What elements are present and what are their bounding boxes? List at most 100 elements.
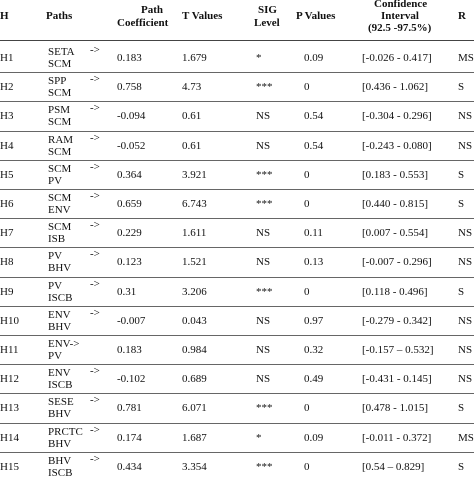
row-divider bbox=[0, 101, 474, 103]
path-to: PV bbox=[48, 350, 63, 362]
t-value: 0.984 bbox=[182, 344, 207, 356]
header-ci-line3: (92.5 -97.5%) bbox=[368, 22, 432, 34]
path-from: PV bbox=[48, 250, 63, 263]
confidence-interval: [-0.011 - 0.372] bbox=[362, 431, 432, 444]
confidence-interval: [-0.243 - 0.080] bbox=[362, 139, 432, 152]
header-r: R bbox=[458, 10, 466, 22]
p-value: 0.13 bbox=[304, 256, 324, 269]
path-to: SCM bbox=[48, 58, 72, 70]
path-coefficient: 0.183 bbox=[117, 52, 142, 64]
confidence-interval: [0.440 - 0.815] bbox=[362, 198, 428, 210]
path-from: ENV bbox=[48, 308, 71, 321]
row-divider bbox=[0, 218, 474, 220]
row-divider bbox=[0, 364, 474, 366]
confidence-interval: [0.478 - 1.015] bbox=[362, 402, 428, 415]
t-value: 3.354 bbox=[182, 460, 207, 473]
sig-level: NS bbox=[256, 314, 271, 327]
row-divider bbox=[0, 305, 474, 307]
path-arrow: -> bbox=[90, 160, 100, 173]
row-h: H7 bbox=[0, 227, 14, 240]
path-to: SCM bbox=[48, 145, 72, 158]
row-divider bbox=[0, 335, 474, 336]
sig-level: NS bbox=[256, 373, 271, 386]
p-value: 0 bbox=[304, 285, 310, 298]
path-arrow: -> bbox=[90, 219, 100, 232]
path-from: SETA bbox=[48, 46, 75, 58]
sig-level: NS bbox=[256, 139, 271, 152]
t-value: 3.921 bbox=[182, 168, 207, 181]
result: NS bbox=[458, 110, 473, 123]
path-to: BHV bbox=[48, 437, 72, 450]
t-value: 1.521 bbox=[182, 256, 207, 269]
p-value: 0 bbox=[304, 402, 310, 415]
result: S bbox=[458, 168, 465, 181]
sig-level: *** bbox=[256, 198, 273, 210]
confidence-interval: [-0.279 - 0.342] bbox=[362, 314, 432, 327]
sig-level: NS bbox=[256, 227, 271, 240]
path-arrow: -> bbox=[90, 44, 100, 56]
path-arrow: -> bbox=[90, 423, 100, 436]
row-divider bbox=[0, 130, 474, 132]
confidence-interval: [0.118 - 0.496] bbox=[362, 285, 428, 298]
path-from: BHV bbox=[48, 454, 72, 467]
header-paths: Paths bbox=[46, 10, 73, 22]
p-value: 0.09 bbox=[304, 431, 324, 444]
path-coefficient: -0.052 bbox=[117, 139, 146, 152]
path-arrow: -> bbox=[90, 394, 100, 407]
header-p-values: P Values bbox=[296, 10, 336, 22]
p-value: 0.97 bbox=[304, 314, 324, 327]
path-from: SCM bbox=[48, 221, 72, 234]
path-coefficient: 0.229 bbox=[117, 227, 142, 240]
path-from: PSM bbox=[48, 104, 71, 117]
result: NS bbox=[458, 344, 473, 356]
path-coefficient: 0.434 bbox=[117, 460, 142, 473]
t-value: 3.206 bbox=[182, 285, 207, 298]
path-to: BHV bbox=[48, 320, 72, 333]
row-h: H8 bbox=[0, 256, 14, 269]
path-coefficient: 0.183 bbox=[117, 344, 142, 356]
p-value: 0.09 bbox=[304, 52, 324, 64]
header-ci-line2: Interval bbox=[381, 10, 419, 22]
row-h: H9 bbox=[0, 285, 14, 298]
row-h: H13 bbox=[0, 402, 19, 415]
p-value: 0.11 bbox=[304, 227, 323, 240]
result: NS bbox=[458, 314, 473, 327]
row-divider bbox=[0, 72, 474, 74]
t-value: 6.071 bbox=[182, 402, 207, 415]
result: S bbox=[458, 460, 465, 473]
p-value: 0 bbox=[304, 198, 310, 210]
path-to: BHV bbox=[48, 262, 72, 275]
p-value: 0 bbox=[304, 81, 310, 94]
path-from: SPP bbox=[48, 75, 67, 88]
result: MS bbox=[458, 52, 474, 64]
confidence-interval: [-0.007 - 0.296] bbox=[362, 256, 432, 269]
confidence-interval: [-0.304 - 0.296] bbox=[362, 110, 432, 123]
header-t-values: T Values bbox=[182, 10, 223, 22]
path-coefficient: 0.364 bbox=[117, 168, 142, 181]
result: NS bbox=[458, 227, 473, 240]
result: S bbox=[458, 402, 465, 415]
t-value: 0.61 bbox=[182, 110, 202, 123]
sig-level: NS bbox=[256, 256, 271, 269]
path-coefficient: -0.094 bbox=[117, 110, 146, 123]
path-to: BHV bbox=[48, 408, 72, 421]
sig-level: *** bbox=[256, 81, 273, 94]
p-value: 0 bbox=[304, 168, 310, 181]
confidence-interval: [-0.157 – 0.532] bbox=[362, 344, 434, 356]
row-divider bbox=[0, 422, 474, 424]
path-to: PV bbox=[48, 174, 63, 187]
sig-level: NS bbox=[256, 344, 271, 356]
sig-level: *** bbox=[256, 168, 273, 181]
p-value: 0 bbox=[304, 460, 310, 473]
confidence-interval: [-0.026 - 0.417] bbox=[362, 52, 432, 64]
t-value: 6.743 bbox=[182, 198, 207, 210]
t-value: 0.043 bbox=[182, 314, 207, 327]
row-divider bbox=[0, 247, 474, 249]
row-h: H2 bbox=[0, 81, 14, 94]
p-value: 0.54 bbox=[304, 110, 324, 123]
result: S bbox=[458, 81, 465, 94]
t-value: 1.687 bbox=[182, 431, 207, 444]
result: S bbox=[458, 198, 465, 210]
path-from: SESE bbox=[48, 396, 74, 409]
sig-level: * bbox=[256, 52, 262, 64]
